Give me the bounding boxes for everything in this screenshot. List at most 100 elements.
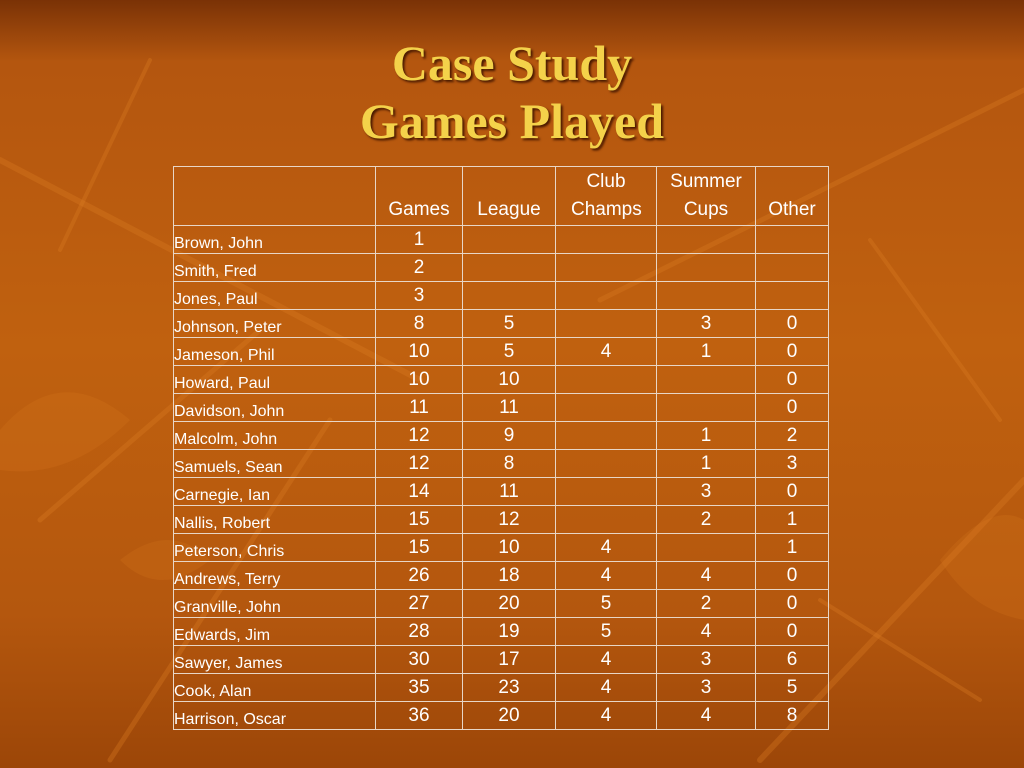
title-line-2: Games Played [359,93,665,149]
table-row: Johnson, Peter 8 5 3 0 [173,309,829,338]
games-cell: 1 [375,225,463,254]
other-cell: 1 [755,533,829,562]
summer-cups-cell [656,253,756,282]
player-name: Carnegie, Ian [173,477,376,506]
games-cell: 12 [375,449,463,478]
league-cell: 8 [462,449,556,478]
summer-cups-cell: 2 [656,505,756,534]
player-name: Harrison, Oscar [173,701,376,730]
club-champs-cell [555,421,657,450]
summer-cups-cell: 1 [656,337,756,366]
league-cell: 10 [462,533,556,562]
games-cell: 2 [375,253,463,282]
summer-cups-cell: 3 [656,309,756,338]
player-name: Edwards, Jim [173,617,376,646]
table-row: Brown, John 1 [173,225,829,254]
other-cell [755,253,829,282]
league-cell: 19 [462,617,556,646]
games-cell: 26 [375,561,463,590]
league-cell: 18 [462,561,556,590]
other-cell: 0 [755,309,829,338]
player-name: Peterson, Chris [173,533,376,562]
other-cell: 0 [755,393,829,422]
league-cell [462,281,556,310]
header-other: Other [755,166,829,226]
club-champs-cell [555,449,657,478]
league-cell: 20 [462,589,556,618]
league-cell [462,253,556,282]
table-row: Carnegie, Ian 14 11 3 0 [173,477,829,506]
header-club-champs-label: Club Champs [571,171,642,220]
league-cell: 9 [462,421,556,450]
player-name: Granville, John [173,589,376,618]
league-cell: 23 [462,673,556,702]
league-cell: 11 [462,393,556,422]
league-cell: 12 [462,505,556,534]
games-cell: 12 [375,421,463,450]
other-cell: 6 [755,645,829,674]
player-name: Jameson, Phil [173,337,376,366]
other-cell: 0 [755,617,829,646]
other-cell: 5 [755,673,829,702]
other-cell: 0 [755,589,829,618]
table-header-row: Games League Club Champs Summer Cups Oth… [173,166,829,226]
player-name: Brown, John [173,225,376,254]
table-row: Sawyer, James 30 17 4 3 6 [173,645,829,674]
player-name: Cook, Alan [173,673,376,702]
summer-cups-cell [656,393,756,422]
player-name: Sawyer, James [173,645,376,674]
games-cell: 10 [375,337,463,366]
table-row: Andrews, Terry 26 18 4 4 0 [173,561,829,590]
summer-cups-cell [656,225,756,254]
player-name: Smith, Fred [173,253,376,282]
player-name: Samuels, Sean [173,449,376,478]
table-row: Peterson, Chris 15 10 4 1 [173,533,829,562]
club-champs-cell [555,393,657,422]
games-played-table: Games League Club Champs Summer Cups Oth… [173,166,829,730]
other-cell: 0 [755,561,829,590]
games-cell: 36 [375,701,463,730]
table-row: Harrison, Oscar 36 20 4 4 8 [173,701,829,730]
other-cell: 8 [755,701,829,730]
league-cell: 10 [462,365,556,394]
league-cell: 17 [462,645,556,674]
league-cell [462,225,556,254]
summer-cups-cell: 3 [656,477,756,506]
header-league: League [462,166,556,226]
summer-cups-cell: 3 [656,645,756,674]
header-games: Games [375,166,463,226]
league-cell: 5 [462,309,556,338]
games-cell: 35 [375,673,463,702]
slide-title: Case Study Games Played [0,34,1024,150]
summer-cups-cell: 2 [656,589,756,618]
games-cell: 15 [375,533,463,562]
games-cell: 30 [375,645,463,674]
table-row: Malcolm, John 12 9 1 2 [173,421,829,450]
games-cell: 14 [375,477,463,506]
table-row: Edwards, Jim 28 19 5 4 0 [173,617,829,646]
player-name: Malcolm, John [173,421,376,450]
table-row: Howard, Paul 10 10 0 [173,365,829,394]
summer-cups-cell: 3 [656,673,756,702]
summer-cups-cell: 4 [656,617,756,646]
table-row: Samuels, Sean 12 8 1 3 [173,449,829,478]
player-name: Johnson, Peter [173,309,376,338]
games-cell: 3 [375,281,463,310]
league-cell: 20 [462,701,556,730]
other-cell: 0 [755,337,829,366]
league-cell: 11 [462,477,556,506]
club-champs-cell: 4 [555,673,657,702]
club-champs-cell [555,309,657,338]
player-name: Andrews, Terry [173,561,376,590]
other-cell: 0 [755,477,829,506]
club-champs-cell: 4 [555,533,657,562]
games-cell: 28 [375,617,463,646]
title-line-1: Case Study [391,35,633,91]
club-champs-cell [555,253,657,282]
club-champs-cell: 5 [555,589,657,618]
games-cell: 8 [375,309,463,338]
other-cell: 2 [755,421,829,450]
player-name: Davidson, John [173,393,376,422]
club-champs-cell: 4 [555,701,657,730]
